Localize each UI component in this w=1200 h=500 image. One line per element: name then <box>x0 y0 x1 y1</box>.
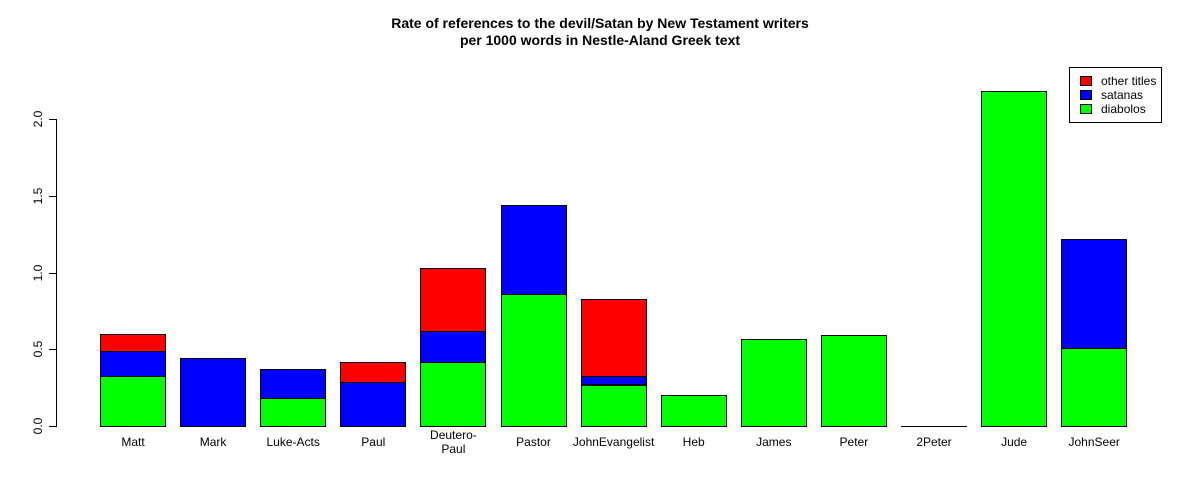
x-tick-label: 2Peter <box>916 435 952 449</box>
bar-segment-diabolos <box>1061 348 1128 427</box>
bar-segment-diabolos <box>981 91 1048 427</box>
bar-segment-diabolos <box>660 395 727 427</box>
x-tick-label: Paul <box>361 435 386 449</box>
chart-title-line-2: per 1000 words in Nestle-Aland Greek tex… <box>459 32 741 48</box>
bar-segment-satanas <box>340 381 407 427</box>
legend-item-other-titles: other titles <box>1080 74 1156 88</box>
legend-label: satanas <box>1101 88 1144 102</box>
x-tick-label: Peter <box>839 435 869 449</box>
x-tick-label: JohnSeer <box>1068 435 1120 449</box>
chart-title-line-1: Rate of references to the devil/Satan by… <box>391 15 809 31</box>
x-tick-label: Mark <box>199 435 227 449</box>
bar-segment-diabolos <box>260 398 327 427</box>
bar-segment-other-titles <box>340 362 407 383</box>
y-tick <box>49 349 57 350</box>
bar-segment-other-titles <box>580 299 647 377</box>
bar-segment-other-titles <box>100 334 166 352</box>
y-tick-label: 1.0 <box>31 264 45 282</box>
bar-segment-diabolos <box>740 339 807 427</box>
x-tick-label: James <box>756 435 792 449</box>
y-tick <box>49 119 57 120</box>
x-tick-label: Matt <box>121 435 145 449</box>
bar-segment-diabolos <box>580 385 647 427</box>
y-tick <box>49 273 57 274</box>
legend-swatch-blue <box>1080 89 1092 100</box>
x-tick-label: Jude <box>1001 435 1028 449</box>
x-tick-label: Deutero- Paul <box>430 428 477 456</box>
legend-item-satanas: satanas <box>1080 88 1143 102</box>
bar-segment-diabolos <box>500 294 567 427</box>
bar-segment-diabolos <box>820 335 887 427</box>
legend-swatch-green <box>1080 103 1092 114</box>
legend-label: diabolos <box>1101 102 1146 116</box>
y-tick-label: 0.5 <box>31 340 45 358</box>
y-tick <box>49 426 57 427</box>
legend-label: other titles <box>1101 74 1157 88</box>
y-tick <box>49 196 57 197</box>
bar-segment-satanas <box>500 205 567 295</box>
x-tick-label: JohnEvangelist <box>572 435 655 449</box>
y-tick-label: 0.0 <box>31 417 45 435</box>
x-tick-label: Heb <box>682 435 705 449</box>
legend: other titles satanas diabolos <box>1069 67 1162 123</box>
bar-segment-other-titles <box>420 268 487 332</box>
bar-segment-satanas <box>1061 239 1128 349</box>
bar-segment-satanas <box>260 369 327 399</box>
bar-segment-diabolos <box>420 362 487 427</box>
bar-segment-diabolos <box>901 426 967 427</box>
legend-swatch-red <box>1080 75 1092 86</box>
x-tick-label: Pastor <box>516 435 551 449</box>
legend-item-diabolos: diabolos <box>1080 102 1146 116</box>
bar-segment-satanas <box>180 358 247 427</box>
y-tick-label: 1.5 <box>31 187 45 205</box>
x-tick-label: Luke-Acts <box>266 435 320 449</box>
bar-segment-diabolos <box>100 375 166 427</box>
bar-segment-satanas <box>420 331 487 363</box>
bar-segment-satanas <box>100 351 166 377</box>
y-tick-label: 2.0 <box>31 110 45 128</box>
